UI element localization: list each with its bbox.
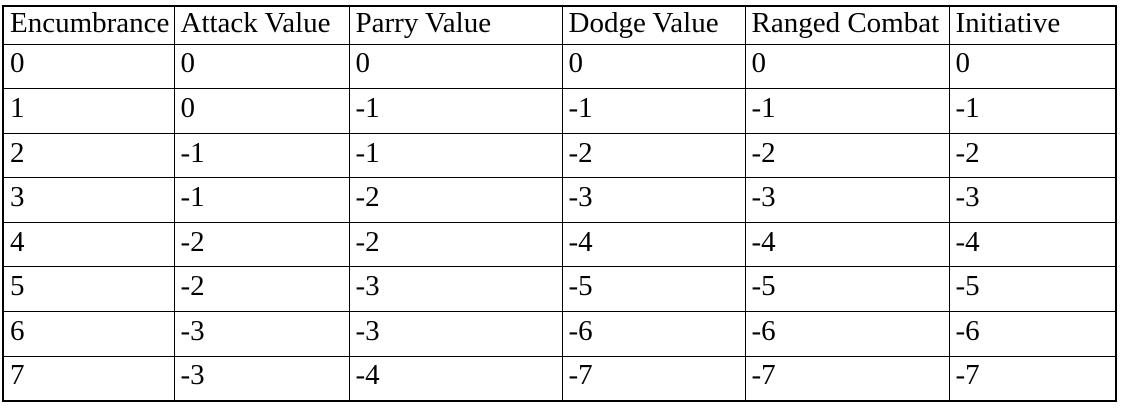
table-cell: -2 [948, 132, 1117, 179]
table-cell: -1 [744, 88, 950, 134]
table-cell: 2 [2, 132, 175, 179]
table-cell: -3 [348, 311, 563, 357]
table-cell: -4 [561, 221, 746, 268]
table-cell: 0 [561, 43, 746, 90]
column-header-dodge-value: Dodge Value [561, 5, 746, 45]
table-cell: -6 [744, 311, 950, 357]
table-row: 5 -2 -3 -5 -5 -5 [2, 266, 1117, 313]
table-row: 4 -2 -2 -4 -4 -4 [2, 221, 1117, 268]
table-cell: 7 [2, 355, 175, 402]
table-cell: -7 [744, 355, 950, 402]
table-cell: -3 [173, 311, 350, 357]
table-cell: -1 [348, 132, 563, 179]
table-cell: -2 [348, 177, 563, 223]
table-cell: 0 [173, 88, 350, 134]
table-cell: 4 [2, 221, 175, 268]
table-cell: -2 [744, 132, 950, 179]
table-cell: -5 [561, 266, 746, 313]
column-header-encumbrance: Encumbrance [2, 5, 175, 45]
table-row: 1 0 -1 -1 -1 -1 [2, 88, 1117, 134]
table-cell: -3 [173, 355, 350, 402]
table-cell: 5 [2, 266, 175, 313]
column-header-attack-value: Attack Value [173, 5, 350, 45]
table-cell: 0 [173, 43, 350, 90]
table-cell: -7 [948, 355, 1117, 402]
table-cell: -2 [561, 132, 746, 179]
table-cell: -4 [744, 221, 950, 268]
table-cell: 6 [2, 311, 175, 357]
table-cell: 3 [2, 177, 175, 223]
table-row: 3 -1 -2 -3 -3 -3 [2, 177, 1117, 223]
table-cell: -1 [348, 88, 563, 134]
table-cell: -6 [561, 311, 746, 357]
table-cell: -1 [173, 132, 350, 179]
table-row: 7 -3 -4 -7 -7 -7 [2, 355, 1117, 402]
table-cell: -2 [173, 266, 350, 313]
table-cell: -1 [948, 88, 1117, 134]
table-row: 6 -3 -3 -6 -6 -6 [2, 311, 1117, 357]
table-cell: -1 [173, 177, 350, 223]
column-header-ranged-combat: Ranged Combat [744, 5, 950, 45]
table-cell: -3 [561, 177, 746, 223]
table-cell: -6 [948, 311, 1117, 357]
table-cell: -5 [948, 266, 1117, 313]
table-cell: -4 [948, 221, 1117, 268]
encumbrance-penalties-table: Encumbrance Attack Value Parry Value Dod… [2, 5, 1117, 402]
column-header-parry-value: Parry Value [348, 5, 563, 45]
table-cell: -7 [561, 355, 746, 402]
table-cell: -2 [173, 221, 350, 268]
table-cell: -3 [744, 177, 950, 223]
table-cell: 0 [348, 43, 563, 90]
table-cell: -5 [744, 266, 950, 313]
table-cell: -4 [348, 355, 563, 402]
table-cell: -3 [348, 266, 563, 313]
column-header-initiative: Initiative [948, 5, 1117, 45]
header-row: Encumbrance Attack Value Parry Value Dod… [2, 5, 1117, 45]
table-cell: -1 [561, 88, 746, 134]
table-cell: 0 [948, 43, 1117, 90]
table-cell: 0 [2, 43, 175, 90]
table-row: 0 0 0 0 0 0 [2, 43, 1117, 90]
table-cell: -3 [948, 177, 1117, 223]
table-row: 2 -1 -1 -2 -2 -2 [2, 132, 1117, 179]
table-cell: 1 [2, 88, 175, 134]
table-cell: -2 [348, 221, 563, 268]
table-cell: 0 [744, 43, 950, 90]
